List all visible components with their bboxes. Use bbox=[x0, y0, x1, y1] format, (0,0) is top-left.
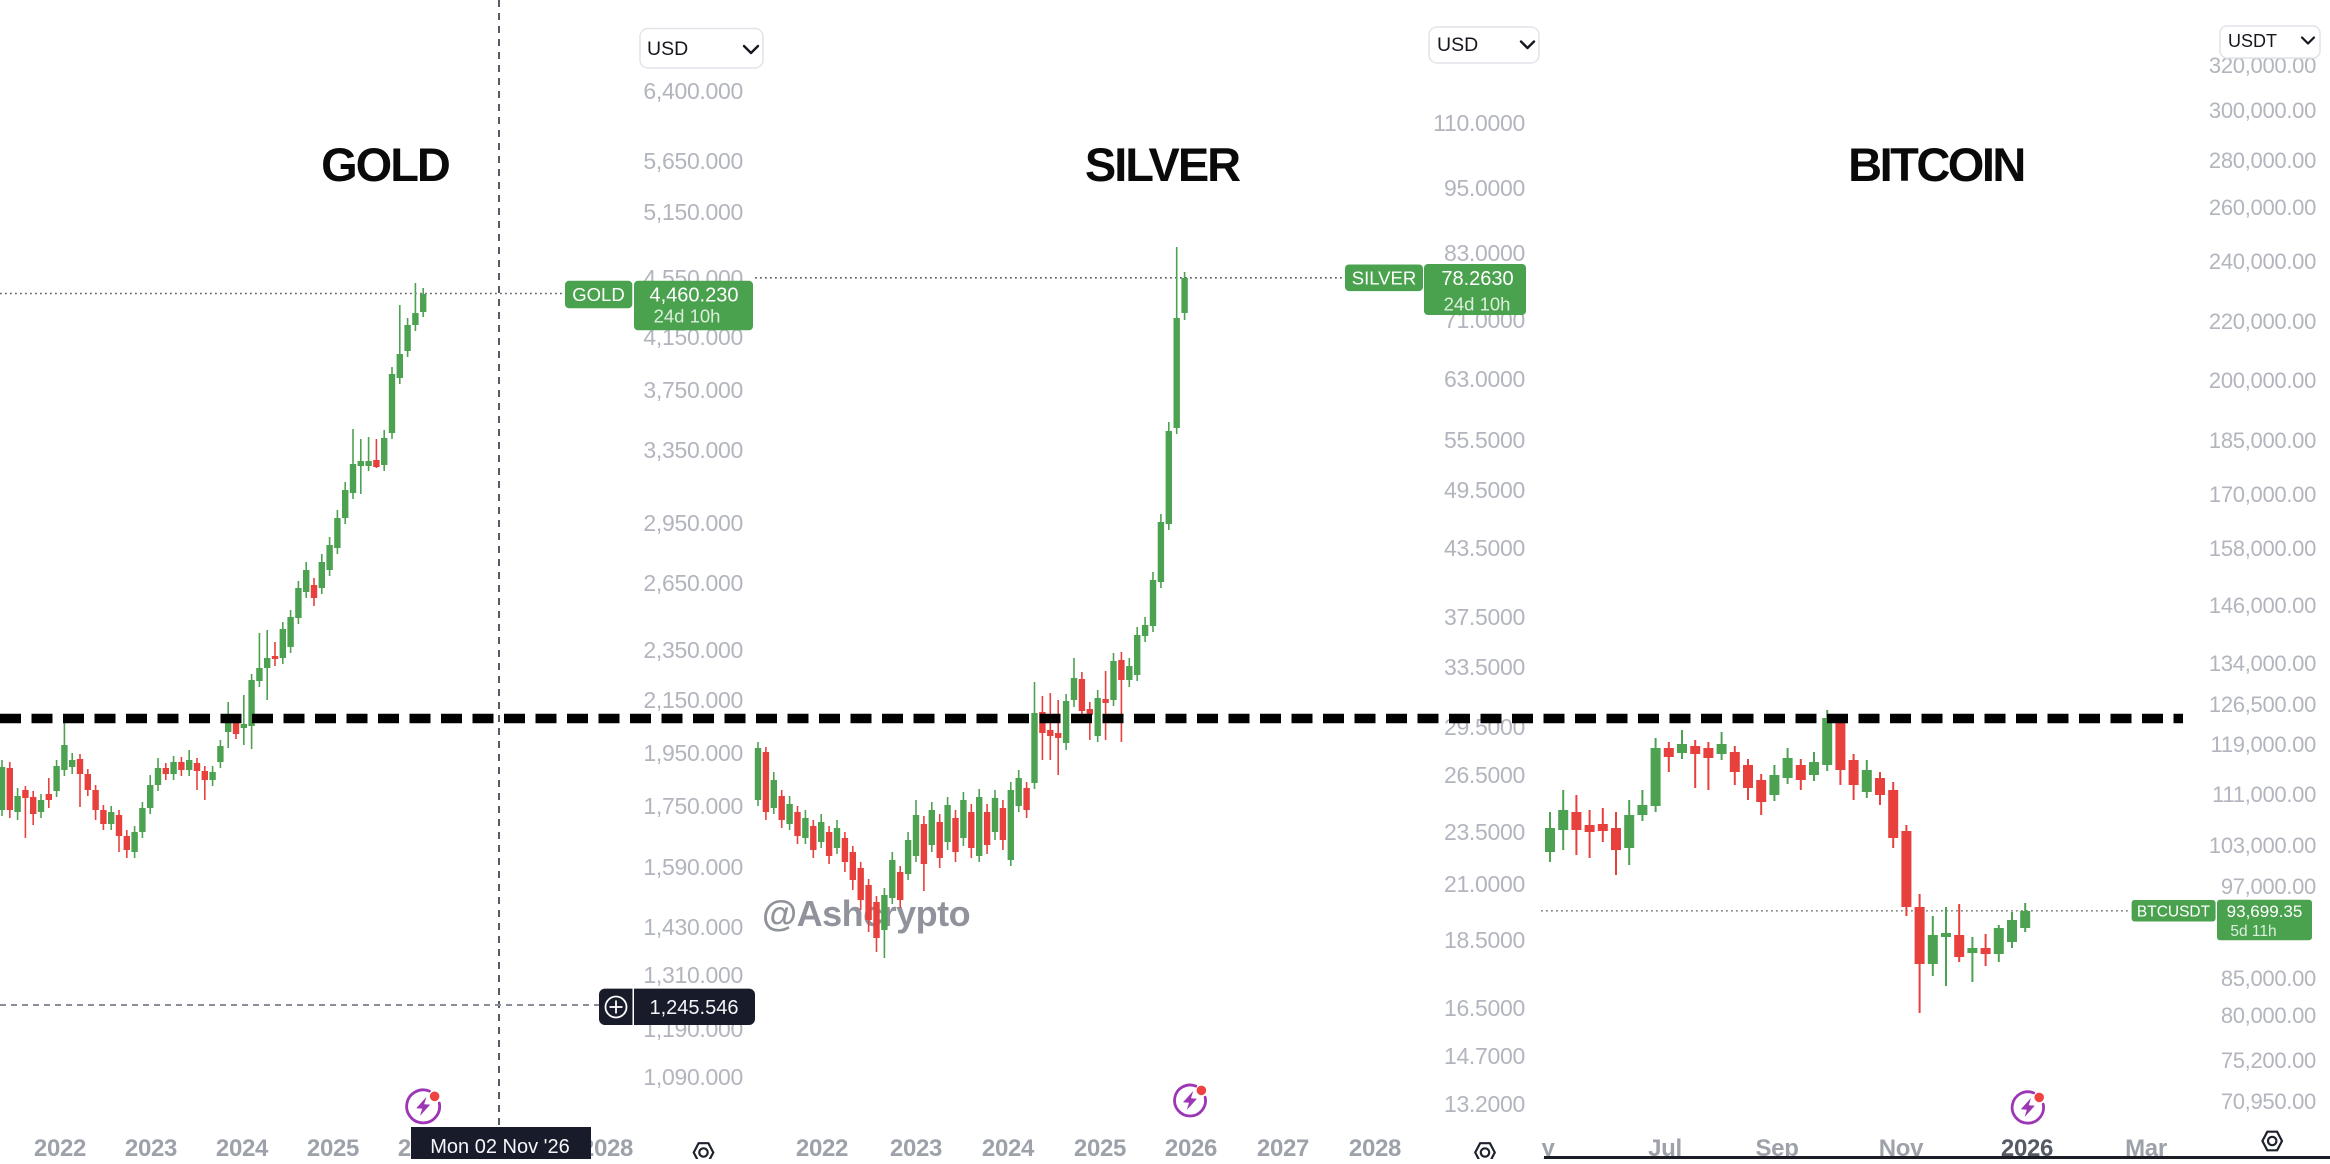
svg-text:33.5000: 33.5000 bbox=[1444, 654, 1525, 680]
svg-text:2,350.000: 2,350.000 bbox=[643, 637, 743, 663]
svg-text:3,750.000: 3,750.000 bbox=[643, 377, 743, 403]
svg-text:18.5000: 18.5000 bbox=[1444, 927, 1525, 953]
svg-text:2022: 2022 bbox=[34, 1135, 86, 1159]
svg-text:2025: 2025 bbox=[1074, 1135, 1126, 1159]
svg-text:1,090.000: 1,090.000 bbox=[643, 1064, 743, 1090]
svg-text:85,000.00: 85,000.00 bbox=[2221, 966, 2316, 991]
svg-text:23.5000: 23.5000 bbox=[1444, 819, 1525, 845]
svg-text:63.0000: 63.0000 bbox=[1444, 366, 1525, 392]
svg-text:220,000.00: 220,000.00 bbox=[2209, 309, 2316, 334]
svg-text:49.5000: 49.5000 bbox=[1444, 477, 1525, 503]
svg-text:37.5000: 37.5000 bbox=[1444, 604, 1525, 630]
svg-text:93,699.35: 93,699.35 bbox=[2227, 902, 2303, 921]
svg-text:126,500.00: 126,500.00 bbox=[2209, 692, 2316, 717]
svg-text:4,460.230: 4,460.230 bbox=[650, 285, 739, 307]
svg-text:2022: 2022 bbox=[796, 1135, 848, 1159]
svg-text:26.5000: 26.5000 bbox=[1444, 762, 1525, 788]
svg-text:185,000.00: 185,000.00 bbox=[2209, 428, 2316, 453]
svg-text:SILVER: SILVER bbox=[1085, 138, 1240, 191]
svg-text:119,000.00: 119,000.00 bbox=[2211, 732, 2317, 757]
svg-text:78.2630: 78.2630 bbox=[1441, 268, 1513, 290]
svg-text:USD: USD bbox=[1437, 34, 1478, 56]
svg-text:83.0000: 83.0000 bbox=[1444, 240, 1525, 266]
svg-text:USDT: USDT bbox=[2228, 31, 2277, 51]
svg-text:14.7000: 14.7000 bbox=[1444, 1043, 1525, 1069]
svg-text:BITCOIN: BITCOIN bbox=[1848, 138, 2024, 191]
svg-text:110.0000: 110.0000 bbox=[1433, 110, 1525, 136]
svg-text:2,650.000: 2,650.000 bbox=[643, 570, 743, 596]
svg-text:13.2000: 13.2000 bbox=[1444, 1091, 1525, 1117]
svg-text:1,245.546: 1,245.546 bbox=[650, 997, 739, 1019]
svg-text:55.5000: 55.5000 bbox=[1444, 427, 1525, 453]
svg-text:5d 11h: 5d 11h bbox=[2230, 923, 2276, 940]
svg-text:240,000.00: 240,000.00 bbox=[2209, 249, 2316, 274]
svg-text:24d 10h: 24d 10h bbox=[654, 306, 721, 327]
svg-text:2024: 2024 bbox=[216, 1135, 269, 1159]
svg-text:158,000.00: 158,000.00 bbox=[2209, 536, 2316, 561]
svg-text:GOLD: GOLD bbox=[572, 284, 624, 305]
svg-text:2027: 2027 bbox=[1257, 1135, 1309, 1159]
svg-text:75,200.00: 75,200.00 bbox=[2221, 1048, 2316, 1073]
svg-text:2026: 2026 bbox=[2001, 1135, 2053, 1159]
svg-text:2023: 2023 bbox=[890, 1135, 942, 1159]
svg-text:170,000.00: 170,000.00 bbox=[2209, 482, 2316, 507]
svg-text:Nov: Nov bbox=[1879, 1135, 1924, 1159]
svg-text:1,310.000: 1,310.000 bbox=[643, 962, 743, 988]
svg-text:2,950.000: 2,950.000 bbox=[643, 510, 743, 536]
svg-text:Mon 02 Nov '26: Mon 02 Nov '26 bbox=[430, 1136, 569, 1158]
svg-text:USD: USD bbox=[647, 38, 688, 60]
svg-text:1,430.000: 1,430.000 bbox=[643, 914, 743, 940]
svg-text:280,000.00: 280,000.00 bbox=[2209, 148, 2316, 173]
svg-text:GOLD: GOLD bbox=[321, 138, 449, 191]
svg-text:146,000.00: 146,000.00 bbox=[2209, 593, 2316, 618]
svg-text:97,000.00: 97,000.00 bbox=[2221, 874, 2316, 899]
svg-text:5,650.000: 5,650.000 bbox=[643, 148, 743, 174]
svg-text:2026: 2026 bbox=[1165, 1135, 1217, 1159]
svg-text:24d 10h: 24d 10h bbox=[1444, 294, 1511, 315]
svg-text:5,150.000: 5,150.000 bbox=[643, 199, 743, 225]
svg-text:2025: 2025 bbox=[307, 1135, 359, 1159]
svg-text:2,150.000: 2,150.000 bbox=[643, 687, 743, 713]
svg-text:200,000.00: 200,000.00 bbox=[2209, 368, 2316, 393]
svg-text:111,000.00: 111,000.00 bbox=[2212, 782, 2316, 807]
svg-text:21.0000: 21.0000 bbox=[1444, 871, 1525, 897]
svg-text:80,000.00: 80,000.00 bbox=[2221, 1003, 2316, 1028]
svg-text:1,590.000: 1,590.000 bbox=[643, 854, 743, 880]
svg-text:3,350.000: 3,350.000 bbox=[643, 437, 743, 463]
svg-text:95.0000: 95.0000 bbox=[1444, 175, 1525, 201]
svg-text:2023: 2023 bbox=[125, 1135, 177, 1159]
svg-text:134,000.00: 134,000.00 bbox=[2209, 651, 2316, 676]
svg-text:2028: 2028 bbox=[1349, 1135, 1401, 1159]
svg-text:2024: 2024 bbox=[982, 1135, 1035, 1159]
svg-text:Sep: Sep bbox=[1755, 1135, 1798, 1159]
svg-text:43.5000: 43.5000 bbox=[1444, 535, 1525, 561]
svg-text:Jul: Jul bbox=[1648, 1135, 1682, 1159]
svg-text:1,950.000: 1,950.000 bbox=[643, 740, 743, 766]
svg-text:Mar: Mar bbox=[2125, 1135, 2167, 1159]
svg-text:16.5000: 16.5000 bbox=[1444, 995, 1525, 1021]
svg-text:103,000.00: 103,000.00 bbox=[2209, 833, 2316, 858]
svg-text:300,000.00: 300,000.00 bbox=[2209, 98, 2316, 123]
svg-text:SILVER: SILVER bbox=[1352, 268, 1416, 289]
svg-text:BTCUSDT: BTCUSDT bbox=[2137, 904, 2211, 921]
svg-text:260,000.00: 260,000.00 bbox=[2209, 195, 2316, 220]
svg-text:70,950.00: 70,950.00 bbox=[2221, 1089, 2316, 1114]
svg-text:y: y bbox=[1541, 1135, 1555, 1159]
svg-text:1,750.000: 1,750.000 bbox=[643, 793, 743, 819]
svg-text:6,400.000: 6,400.000 bbox=[643, 78, 743, 104]
